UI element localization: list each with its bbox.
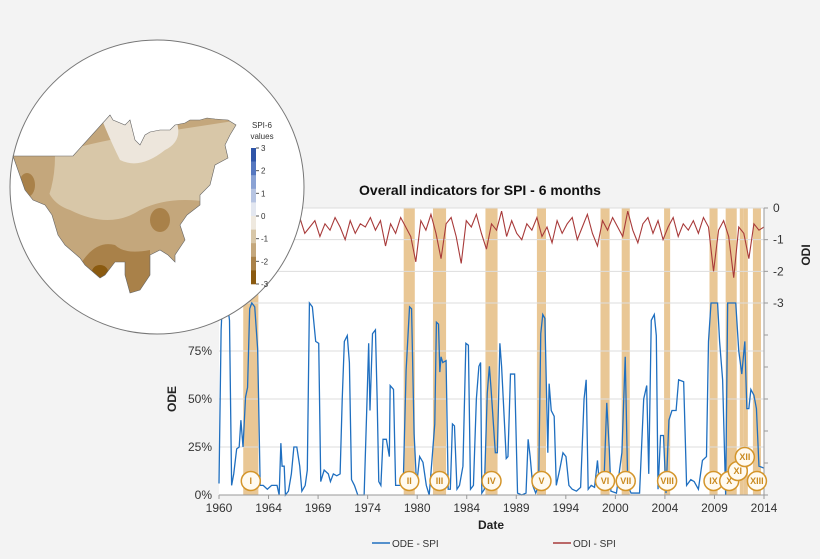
event-label: II bbox=[407, 476, 412, 486]
event-label: IX bbox=[709, 476, 718, 486]
event-circle bbox=[656, 470, 678, 492]
event-circle bbox=[531, 470, 552, 492]
series-line-ode bbox=[218, 301, 765, 497]
y-left-tick-label: 0% bbox=[195, 488, 213, 502]
x-tick-label: 1964 bbox=[255, 501, 282, 515]
legend-label-odi: ODI - SPI bbox=[573, 539, 616, 550]
map-outline bbox=[12, 114, 237, 294]
event-circle bbox=[429, 470, 450, 492]
event-label: XIII bbox=[750, 476, 764, 486]
legend: ODE - SPI ODI - SPI bbox=[372, 539, 616, 550]
colorbar-tick-label: -2 bbox=[261, 257, 269, 266]
colorbar-segment bbox=[251, 256, 256, 271]
colorbar-segment bbox=[251, 202, 256, 217]
y-left-tick-label: 75% bbox=[188, 344, 212, 358]
event-label: XII bbox=[739, 452, 750, 462]
colorbar-tick-label: 2 bbox=[261, 167, 266, 176]
y-right-tick-label: -1 bbox=[773, 233, 784, 247]
event-circle bbox=[734, 446, 756, 468]
x-tick-label: 1969 bbox=[305, 501, 332, 515]
event-marker-IV: IV bbox=[481, 470, 502, 492]
event-circle bbox=[240, 470, 262, 492]
colorbar-segment bbox=[251, 175, 256, 190]
colorbar-tick-label: 1 bbox=[261, 189, 266, 198]
axes: 1960 1964 1969 1974 1980 1984 1989 1994 2000 2004… bbox=[188, 201, 784, 515]
y-right-tick-label: 0 bbox=[773, 201, 780, 215]
colorbar-segment bbox=[251, 216, 256, 230]
x-tick-label: 1989 bbox=[503, 501, 530, 515]
y-axis-left-label: ODE bbox=[165, 386, 179, 412]
event-label: I bbox=[250, 476, 253, 486]
x-tick-label: 1984 bbox=[453, 501, 480, 515]
legend-label-ode: ODE - SPI bbox=[392, 539, 439, 550]
event-circle bbox=[746, 470, 768, 492]
colorbar-tick-label: 3 bbox=[261, 144, 266, 153]
y-left-tick-label: 25% bbox=[188, 440, 212, 454]
event-label: X bbox=[726, 476, 732, 486]
y-right-tick-label: -3 bbox=[773, 296, 784, 310]
event-marker-VIII: VIII bbox=[656, 470, 678, 492]
colorbar-tick-label: -3 bbox=[261, 280, 269, 289]
series-line-odi bbox=[218, 211, 765, 278]
colorbar-segment bbox=[251, 188, 256, 203]
event-label: IV bbox=[487, 476, 496, 486]
y-axis-right-label: ODI bbox=[799, 244, 813, 265]
colorbar-tick-label: 0 bbox=[261, 212, 266, 221]
event-marker-VII: VII bbox=[615, 470, 636, 492]
x-tick-label: 1974 bbox=[354, 501, 381, 515]
event-label: V bbox=[538, 476, 544, 486]
event-circle bbox=[481, 470, 502, 492]
event-marker-I: I bbox=[240, 470, 262, 492]
map-inset: SPI-6 values 3 2 1 0 -1 -2 -3 bbox=[9, 39, 305, 335]
chart-title: Overall indicators for SPI - 6 months bbox=[359, 182, 601, 198]
event-marker-II: II bbox=[398, 470, 420, 492]
event-label: VIII bbox=[660, 476, 674, 486]
colorbar-segment bbox=[251, 161, 256, 176]
colorbar-title: SPI-6 bbox=[252, 121, 273, 130]
colorbar-segment bbox=[251, 270, 256, 285]
event-circle bbox=[398, 470, 420, 492]
event-marker-III: III bbox=[429, 470, 450, 492]
event-label: III bbox=[436, 476, 444, 486]
x-axis-label: Date bbox=[478, 518, 504, 532]
event-circle bbox=[594, 470, 616, 492]
colorbar: 3 2 1 0 -1 -2 -3 bbox=[251, 144, 269, 289]
event-marker-V: V bbox=[531, 470, 552, 492]
colorbar-segment bbox=[251, 229, 256, 244]
x-tick-label: 1960 bbox=[206, 501, 233, 515]
event-marker-XII: XII bbox=[734, 446, 756, 468]
gridlines bbox=[219, 207, 764, 448]
x-tick-label: 2009 bbox=[701, 501, 728, 515]
colorbar-segment bbox=[251, 243, 256, 258]
x-tick-label: 1994 bbox=[552, 501, 579, 515]
colorbar-tick-label: -1 bbox=[261, 235, 269, 244]
event-marker-VI: VI bbox=[594, 470, 616, 492]
event-label: XI bbox=[734, 466, 743, 476]
colorbar-segment bbox=[251, 148, 256, 162]
y-left-tick-label: 50% bbox=[188, 392, 212, 406]
event-label: VII bbox=[620, 476, 631, 486]
x-tick-label: 2014 bbox=[751, 501, 778, 515]
event-marker-XIII: XIII bbox=[746, 470, 768, 492]
event-label: VI bbox=[601, 476, 610, 486]
colorbar-subtitle: values bbox=[250, 132, 273, 141]
event-circle bbox=[615, 470, 636, 492]
y-right-tick-label: -2 bbox=[773, 264, 784, 278]
x-tick-label: 2004 bbox=[652, 501, 679, 515]
x-tick-label: 2000 bbox=[602, 501, 629, 515]
x-tick-label: 1980 bbox=[404, 501, 431, 515]
series-lines bbox=[218, 211, 765, 497]
